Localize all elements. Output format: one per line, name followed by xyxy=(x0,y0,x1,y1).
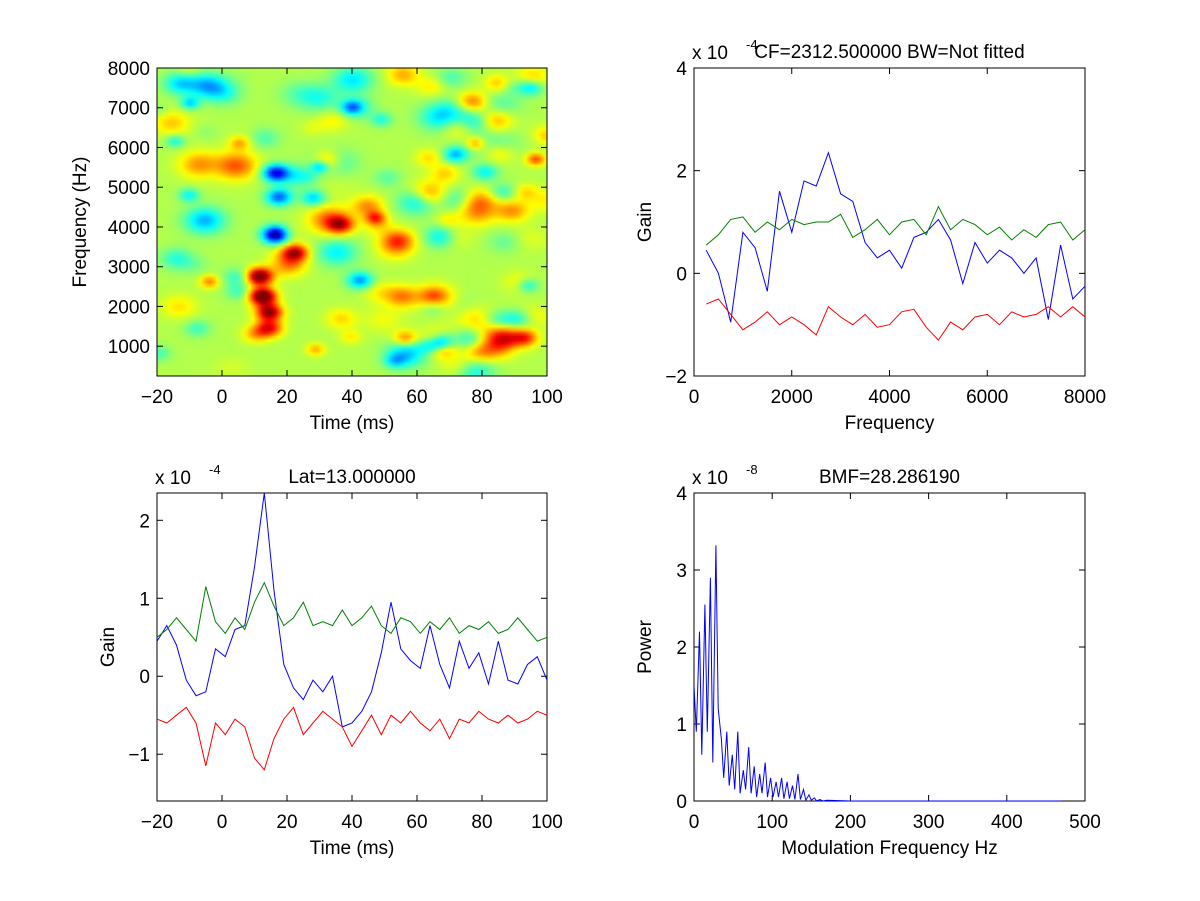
y-tick-label: 0 xyxy=(676,264,687,285)
x-tick-label: 400 xyxy=(991,812,1023,833)
y-tick-label: 1000 xyxy=(108,337,150,358)
y-tick-label: 2 xyxy=(676,162,687,183)
y-tick-label: 4 xyxy=(676,59,687,80)
series-line-2 xyxy=(706,298,1085,341)
x-tick-label: 80 xyxy=(471,387,492,408)
y-tick-label: 4000 xyxy=(108,218,150,239)
y-tick-label: 6000 xyxy=(108,138,150,159)
series-line-1 xyxy=(705,205,1085,246)
series-line-1 xyxy=(157,581,547,643)
y-tick-label: 8000 xyxy=(108,59,150,80)
chart-title: Lat=13.000000 xyxy=(288,467,415,488)
exponent-label: x 10 xyxy=(692,468,728,489)
x-tick-label: 8000 xyxy=(1064,387,1106,408)
x-axis-label: Frequency xyxy=(845,413,935,434)
axes-frame xyxy=(156,492,548,802)
x-tick-label: 500 xyxy=(1069,812,1101,833)
y-tick-label: 0 xyxy=(139,667,150,688)
x-tick-label: 0 xyxy=(689,387,700,408)
x-axis-label: Time (ms) xyxy=(310,413,395,434)
x-tick-label: 20 xyxy=(276,387,297,408)
x-tick-label: 0 xyxy=(689,812,700,833)
subplot-2: 0 2000 4000 6000 8000−2024FrequencyGainCF=23… xyxy=(635,37,1106,434)
spectrogram-image xyxy=(157,68,547,376)
axes-frame xyxy=(693,67,1086,377)
x-tick-label: 2000 xyxy=(771,387,813,408)
x-axis-label: Time (ms) xyxy=(310,838,395,859)
x-tick-label: 60 xyxy=(406,387,427,408)
exponent-label: x 10 xyxy=(692,43,728,64)
x-tick-label: 80 xyxy=(471,812,492,833)
x-tick-label: 40 xyxy=(341,387,362,408)
x-axis-label: Modulation Frequency Hz xyxy=(781,838,998,859)
x-tick-label: 60 xyxy=(406,812,427,833)
x-tick-label: 0 xyxy=(217,812,228,833)
x-tick-label: 0 xyxy=(217,387,228,408)
y-tick-label: 7000 xyxy=(108,99,150,120)
exponent-value: -8 xyxy=(746,462,758,477)
y-tick-label: 2 xyxy=(676,638,687,659)
subplot-1: −20 0 20 40 60 80 100 1000 2000 3000 4000 5000 6000 7… xyxy=(70,59,563,434)
chart-title: CF=2312.500000 BW=Not fitted xyxy=(754,42,1024,63)
series-line-0 xyxy=(705,151,1085,323)
series-line-0 xyxy=(157,493,547,728)
x-tick-label: −20 xyxy=(141,812,173,833)
y-axis-label: Gain xyxy=(635,202,656,242)
y-tick-label: 3 xyxy=(676,561,687,582)
y-tick-label: 4 xyxy=(676,484,687,505)
x-tick-label: 20 xyxy=(276,812,297,833)
x-tick-label: 200 xyxy=(835,812,867,833)
x-tick-label: 40 xyxy=(341,812,362,833)
y-tick-label: 1 xyxy=(139,589,150,610)
x-tick-label: −20 xyxy=(141,387,173,408)
y-axis-label: Gain xyxy=(98,627,119,667)
exponent-value: -4 xyxy=(209,462,221,477)
chart-title: BMF=28.286190 xyxy=(819,467,960,488)
y-tick-label: 1 xyxy=(676,715,687,736)
y-tick-label: 0 xyxy=(676,792,687,813)
subplot-3: −20 0 20 40 60 80 100 −1 0 1 2 Time (ms) Gain Lat=13.… xyxy=(98,462,563,859)
y-tick-label: 5000 xyxy=(108,178,150,199)
y-axis-label: Frequency (Hz) xyxy=(70,157,91,288)
y-tick-label: −2 xyxy=(665,367,687,388)
x-tick-label: 4000 xyxy=(868,387,910,408)
subplot-4: 0 100 200 300 400 500 0 1 2 3 4 Modulation Frequenc… xyxy=(635,462,1101,859)
x-tick-label: 6000 xyxy=(966,387,1008,408)
exponent-value: -4 xyxy=(746,37,758,52)
axes-frame xyxy=(693,492,1086,802)
y-tick-label: 2 xyxy=(139,511,150,532)
y-axis-label: Power xyxy=(635,619,656,674)
series-line-2 xyxy=(157,706,547,771)
x-tick-label: 300 xyxy=(913,812,945,833)
series-line-0 xyxy=(694,545,1062,801)
y-tick-label: −1 xyxy=(128,745,150,766)
x-tick-label: 100 xyxy=(531,812,563,833)
x-tick-label: 100 xyxy=(756,812,788,833)
x-tick-label: 100 xyxy=(531,387,563,408)
exponent-label: x 10 xyxy=(155,468,191,489)
y-tick-label: 3000 xyxy=(108,258,150,279)
y-tick-label: 2000 xyxy=(108,297,150,318)
